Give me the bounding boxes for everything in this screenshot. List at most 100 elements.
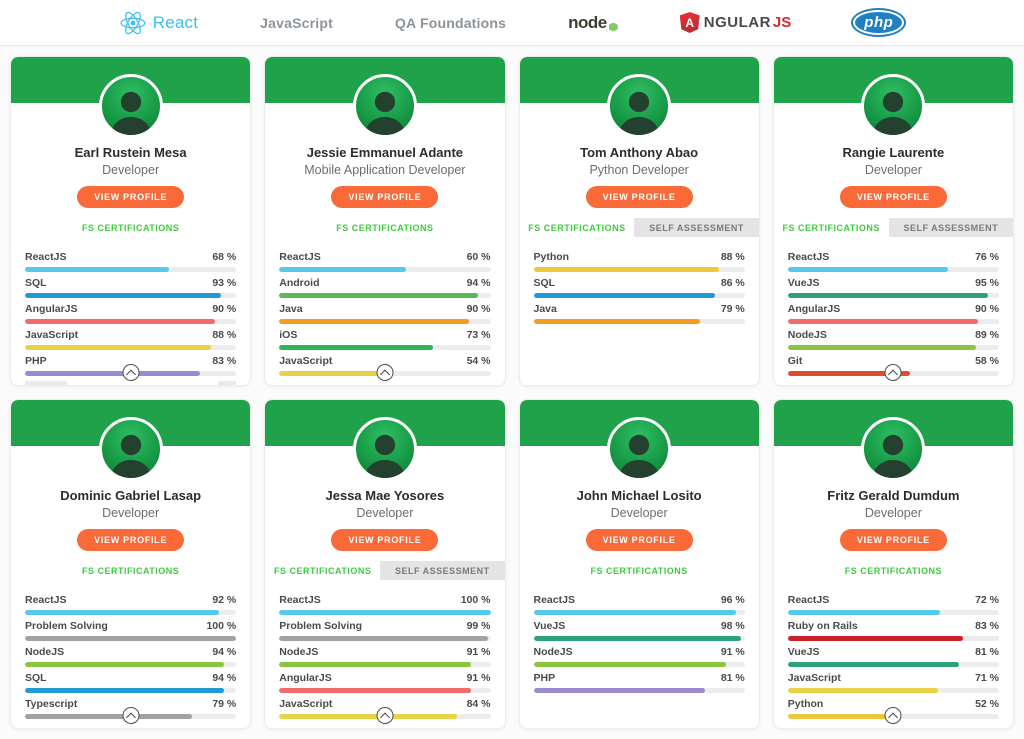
nav-tab-angularjs[interactable]: A NGULAR JS (679, 12, 792, 33)
skill-row: ReactJS 92 % (25, 594, 237, 615)
expand-chevron-button[interactable] (884, 364, 902, 381)
tab-fs-certifications[interactable]: FS CERTIFICATIONS (81, 565, 180, 576)
skill-row: ReactJS 96 % (533, 594, 745, 615)
skill-progress-track (279, 610, 491, 615)
view-profile-button[interactable]: VIEW PROFILE (77, 529, 185, 551)
skill-label: Problem Solving (279, 620, 363, 632)
nav-tab-react[interactable]: React (120, 11, 198, 35)
developer-avatar (861, 74, 926, 138)
expand-chevron-button[interactable] (884, 707, 902, 724)
tab-self-assessment[interactable]: SELF ASSESSMENT (888, 218, 1013, 237)
skill-progress-track (279, 662, 491, 667)
skill-row: SQL 93 % (25, 277, 237, 298)
nav-tab-javascript[interactable]: JavaScript (260, 15, 333, 31)
developer-avatar (352, 417, 417, 481)
skill-progress-fill (787, 714, 898, 719)
skill-row: AngularJS 91 % (279, 672, 491, 693)
view-profile-button[interactable]: VIEW PROFILE (585, 186, 693, 208)
skill-percent: 54 % (466, 355, 491, 367)
skill-row-header: Java 90 % (279, 303, 490, 315)
skill-row: JavaScript 71 % (787, 672, 999, 693)
developer-name: John Michael Losito (576, 488, 702, 503)
skill-progress-track (25, 636, 237, 641)
skill-percent: 52 % (975, 698, 999, 710)
tab-fs-certifications[interactable]: FS CERTIFICATIONS (528, 222, 626, 233)
nav-label-javascript: JavaScript (260, 14, 333, 31)
tab-self-assessment[interactable]: SELF ASSESSMENT (634, 218, 759, 237)
expand-chevron-button[interactable] (122, 707, 140, 724)
skill-percent: 93 % (212, 277, 237, 289)
skill-progress-track (279, 636, 491, 641)
nav-label-angular-js: JS (772, 14, 792, 31)
tab-fs-certifications[interactable]: FS CERTIFICATIONS (336, 222, 434, 233)
skill-progress-fill (279, 345, 434, 350)
tab-self-assessment[interactable]: SELF ASSESSMENT (380, 561, 505, 580)
view-profile-button[interactable]: VIEW PROFILE (585, 529, 693, 551)
skill-row-header: SQL 93 % (25, 277, 236, 289)
view-profile-button[interactable]: VIEW PROFILE (839, 186, 947, 208)
tab-fs-certifications[interactable]: FS CERTIFICATIONS (81, 222, 180, 233)
view-profile-button[interactable]: VIEW PROFILE (839, 529, 947, 551)
skill-percent: 100 % (460, 594, 491, 606)
view-profile-button[interactable]: VIEW PROFILE (331, 186, 439, 208)
skill-percent: 83 % (975, 620, 999, 632)
nav-label-angular: NGULAR (703, 14, 771, 31)
skill-progress-fill (25, 345, 211, 350)
skill-percent: 88 % (212, 329, 237, 341)
view-profile-button[interactable]: VIEW PROFILE (77, 186, 185, 208)
skill-percent: 91 % (466, 672, 491, 684)
skill-row: ReactJS 100 % (279, 594, 491, 615)
skill-row-header: PHP 83 % (25, 355, 236, 367)
skill-row-header: Ruby on Rails 83 % (788, 620, 999, 632)
tab-fs-certifications[interactable]: FS CERTIFICATIONS (590, 565, 688, 576)
skill-row-header: VueJS 81 % (788, 646, 999, 658)
developer-role: Mobile Application Developer (304, 163, 466, 177)
skill-percent: 96 % (720, 594, 745, 606)
skill-progress-fill (787, 319, 978, 324)
chevron-up-icon (379, 369, 390, 379)
skill-label: AngularJS (787, 303, 841, 315)
skill-progress-fill (25, 267, 169, 272)
tab-fs-certifications[interactable]: FS CERTIFICATIONS (274, 565, 372, 576)
chevron-up-icon (888, 712, 899, 722)
view-profile-button[interactable]: VIEW PROFILE (331, 529, 439, 551)
skill-row: NodeJS 91 % (533, 646, 745, 667)
skill-percent: 94 % (466, 277, 491, 289)
react-logo-icon (120, 11, 146, 35)
php-logo-icon: php (853, 10, 905, 35)
developer-role: Developer (102, 506, 160, 520)
skill-label: Android (279, 277, 320, 289)
nav-tab-node[interactable]: node (568, 13, 618, 33)
skill-percent: 100 % (206, 620, 237, 632)
skill-progress-fill (787, 688, 938, 693)
skill-progress-track (787, 293, 999, 298)
expand-chevron-button[interactable] (122, 364, 140, 381)
skill-label: NodeJS (279, 646, 319, 658)
tab-fs-certifications[interactable]: FS CERTIFICATIONS (844, 565, 943, 576)
skill-progress-fill (279, 293, 478, 298)
skill-progress-track (279, 319, 491, 324)
skill-progress-fill (787, 293, 989, 298)
faded-skill-row (25, 381, 237, 385)
skill-progress-track (279, 688, 491, 693)
skill-label: Python (533, 251, 570, 263)
expand-chevron-button[interactable] (376, 364, 394, 381)
skill-progress-track (787, 688, 999, 693)
skill-label: Ruby on Rails (787, 620, 858, 632)
skill-label: VueJS (787, 277, 820, 289)
developer-avatar (607, 417, 672, 481)
nav-tab-qa-foundations[interactable]: QA Foundations (395, 15, 506, 31)
expand-chevron-button[interactable] (376, 707, 394, 724)
skill-row: Java 79 % (533, 303, 745, 324)
skill-percent: 86 % (720, 277, 745, 289)
chevron-up-icon (125, 369, 136, 379)
nav-tab-php[interactable]: php (853, 10, 905, 35)
developer-name: Fritz Gerald Dumdum (827, 488, 960, 503)
skill-percent: 68 % (212, 251, 237, 263)
skill-progress-track (533, 610, 745, 615)
skills-list: ReactJS 76 % VueJS 95 % AngularJS 90 % NodeJS 8… (774, 251, 1013, 385)
tab-fs-certifications[interactable]: FS CERTIFICATIONS (782, 222, 880, 233)
card-tabs: FS CERTIFICATIONS (11, 561, 250, 580)
card-tabs: FS CERTIFICATIONS (265, 218, 504, 237)
skill-row: ReactJS 72 % (787, 594, 999, 615)
